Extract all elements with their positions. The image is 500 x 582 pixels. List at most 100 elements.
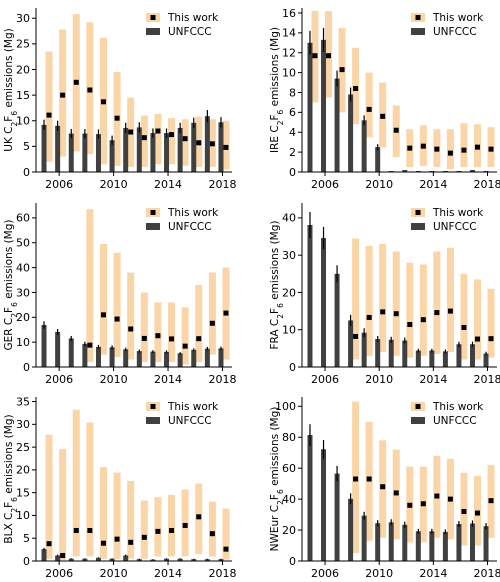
this-work-marker	[447, 308, 453, 314]
this-work-marker	[407, 145, 413, 151]
this-work-marker	[488, 498, 494, 504]
this-work-marker	[196, 336, 202, 342]
legend-swatch-unfccc	[411, 28, 425, 35]
this-work-marker	[488, 146, 494, 152]
unfccc-bar	[177, 127, 183, 172]
unfccc-bar	[55, 555, 61, 561]
range-bar	[208, 501, 216, 557]
range-bar	[113, 252, 121, 358]
this-work-marker	[407, 502, 413, 508]
range-bar	[59, 448, 67, 561]
this-work-marker	[447, 496, 453, 502]
this-work-marker	[353, 86, 359, 92]
this-work-marker	[209, 320, 215, 326]
this-work-marker	[393, 127, 399, 133]
range-bar	[140, 115, 148, 167]
y-tick-label: 10	[16, 336, 30, 349]
y-tick-label: 5	[23, 140, 30, 153]
legend: This work UNFCCC	[411, 207, 484, 233]
this-work-marker	[169, 132, 175, 138]
x-tick-label: 2006	[311, 567, 339, 580]
range-bar	[86, 422, 94, 557]
x-tick-label: 2018	[474, 373, 500, 386]
y-tick-label: 4	[289, 126, 296, 139]
y-axis-label: IRE C2F6 emissions (Mg)	[269, 27, 285, 153]
y-tick-label: 0	[289, 361, 296, 374]
this-work-marker	[461, 147, 467, 153]
this-work-marker	[114, 316, 120, 322]
x-tick-label: 2014	[419, 373, 447, 386]
this-work-marker	[353, 476, 359, 482]
this-work-marker	[182, 522, 188, 528]
this-work-marker	[196, 140, 202, 146]
x-tick-label: 2014	[154, 373, 182, 386]
range-bar	[181, 307, 189, 365]
unfccc-bar	[348, 320, 354, 367]
legend-swatch-unfccc	[146, 223, 160, 230]
this-work-marker	[434, 310, 440, 316]
range-bar	[487, 288, 495, 358]
y-tick-label: 10	[282, 324, 296, 337]
unfccc-bar	[442, 531, 448, 561]
y-tick-label: 60	[16, 212, 30, 225]
unfccc-bar	[123, 555, 129, 561]
unfccc-bar	[204, 116, 210, 172]
unfccc-bar	[334, 78, 340, 172]
unfccc-bar	[55, 331, 61, 367]
y-axis-label: FRA C2F6 emissions (Mg)	[269, 221, 285, 350]
y-tick-label: 100	[275, 400, 296, 413]
unfccc-bar	[204, 559, 210, 561]
unfccc-bar	[321, 449, 327, 561]
this-work-marker	[488, 336, 494, 342]
this-work-marker	[128, 539, 134, 545]
y-tick-label: 0	[23, 361, 30, 374]
unfccc-bar	[41, 325, 47, 367]
unfccc-bar	[136, 351, 142, 367]
unfccc-bar	[150, 133, 156, 172]
unfccc-bar	[109, 347, 115, 367]
unfccc-bar	[191, 122, 197, 172]
unfccc-bar	[95, 134, 101, 172]
y-tick-label: 10	[282, 66, 296, 79]
this-work-marker	[366, 106, 372, 112]
unfccc-bar	[348, 498, 354, 561]
y-tick-label: 10	[16, 509, 30, 522]
x-tick-label: 2010	[100, 373, 128, 386]
unfccc-bar	[68, 133, 74, 172]
unfccc-bar	[415, 531, 421, 561]
this-work-marker	[434, 146, 440, 152]
y-tick-label: 2	[289, 146, 296, 159]
unfccc-bar	[307, 42, 313, 173]
range-bar	[419, 264, 427, 356]
legend-swatch-unfccc	[411, 223, 425, 230]
this-work-marker	[474, 336, 480, 342]
legend-swatch-unfccc	[146, 417, 160, 424]
x-tick-label: 2010	[100, 567, 128, 580]
legend-label-this-work: This work	[167, 401, 219, 413]
chart-panel-uk: 0 5 10 15 20 25 30 2006 2010 2014 2018 UK C2F6 emis…	[3, 8, 236, 191]
unfccc-bar	[469, 344, 475, 367]
unfccc-bar	[307, 224, 313, 367]
y-tick-label: 30	[16, 286, 30, 299]
unfccc-bar	[402, 524, 408, 561]
x-tick-label: 2014	[154, 567, 182, 580]
y-tick-label: 40	[16, 261, 30, 274]
unfccc-bar	[68, 558, 74, 561]
range-bar	[195, 285, 203, 363]
chart-panel-nweur: 0 20 40 60 80 100 2006 2010 2014 2018 NWEur C2F6 e…	[269, 397, 500, 580]
x-tick-label: 2006	[45, 567, 73, 580]
range-bar	[365, 245, 373, 356]
unfccc-bar	[456, 344, 462, 367]
x-tick-label: 2010	[365, 567, 393, 580]
this-work-marker	[196, 514, 202, 520]
range-bar	[433, 251, 441, 354]
this-work-marker	[461, 508, 467, 514]
unfccc-bar	[41, 549, 47, 561]
legend: This work UNFCCC	[146, 401, 219, 427]
x-tick-label: 2018	[474, 178, 500, 191]
y-tick-label: 0	[23, 555, 30, 568]
range-bar	[208, 272, 216, 355]
x-tick-label: 2018	[208, 373, 236, 386]
y-tick-label: 20	[16, 63, 30, 76]
this-work-marker	[155, 333, 161, 339]
